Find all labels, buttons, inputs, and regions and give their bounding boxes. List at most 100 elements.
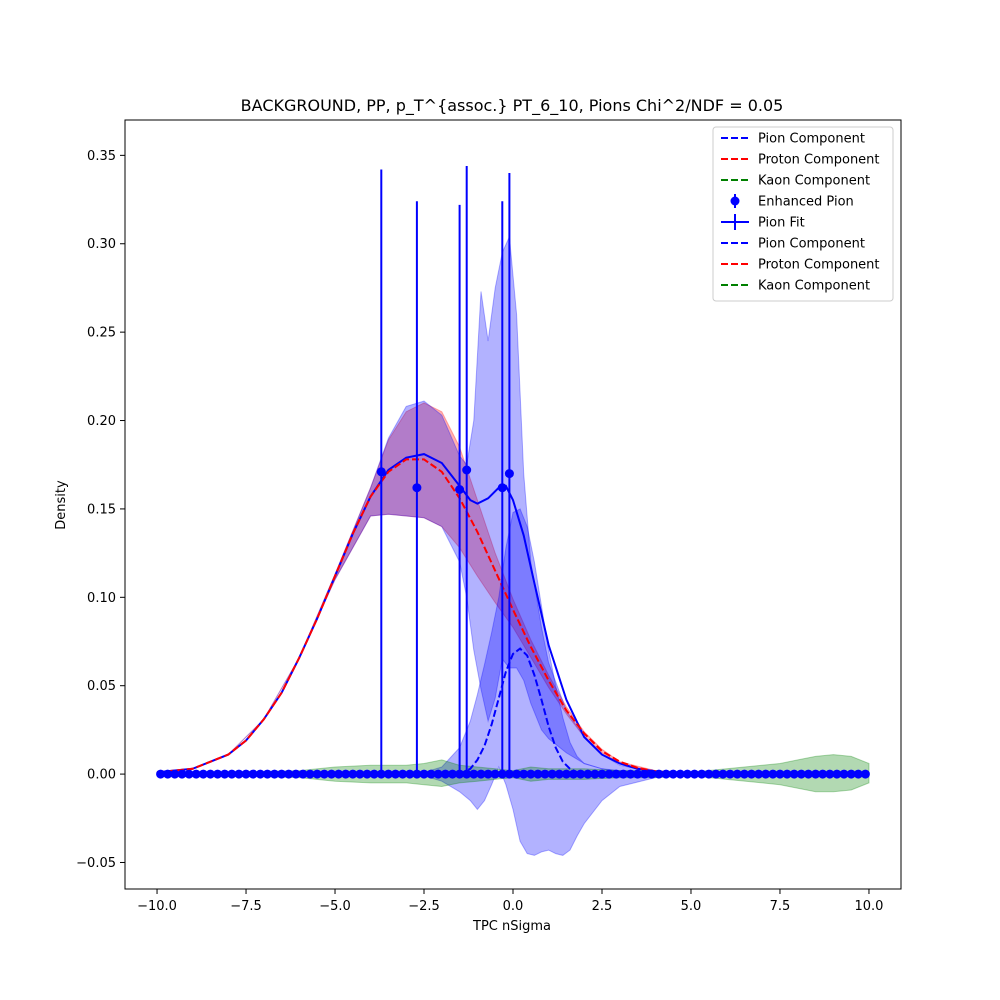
data-point <box>255 769 265 779</box>
legend-item: Pion Component <box>721 237 865 252</box>
data-point <box>647 769 657 779</box>
legend-label: Kaon Component <box>758 279 870 294</box>
data-point <box>654 769 664 779</box>
data-point <box>576 769 586 779</box>
y-tick-label: 0.05 <box>87 679 116 694</box>
legend-item: Proton Component <box>721 258 880 273</box>
data-point <box>697 769 707 779</box>
data-point <box>853 769 863 779</box>
data-point <box>504 469 514 479</box>
data-point <box>241 769 251 779</box>
data-point <box>561 769 571 779</box>
data-points <box>156 166 870 779</box>
data-point <box>213 769 223 779</box>
data-point <box>533 769 543 779</box>
data-point <box>355 769 365 779</box>
data-point <box>170 769 180 779</box>
data-point <box>334 769 344 779</box>
data-point <box>476 769 486 779</box>
data-point <box>362 769 372 779</box>
y-tick-label: 0.35 <box>87 149 116 164</box>
data-point <box>298 769 308 779</box>
data-point <box>704 769 714 779</box>
x-tick-label: 0.0 <box>503 899 524 914</box>
data-point <box>490 769 500 779</box>
data-point <box>291 769 301 779</box>
data-point <box>668 769 678 779</box>
data-point <box>205 769 215 779</box>
data-point <box>519 769 529 779</box>
data-point <box>775 769 785 779</box>
data-point <box>383 769 393 779</box>
data-point <box>405 769 415 779</box>
x-tick-label: −5.0 <box>319 899 351 914</box>
y-tick-label: 0.15 <box>87 502 116 517</box>
data-point <box>469 769 479 779</box>
y-axis-ticks: −0.05 0.00 0.05 0.10 0.15 0.20 0.25 0.30 0.35 <box>76 149 125 871</box>
x-axis-ticks: −10.0 −7.5 −5.0 −2.5 0.0 2.5 5.0 7.5 10.0 <box>137 889 883 914</box>
x-tick-label: 10.0 <box>854 899 883 914</box>
data-point <box>682 769 692 779</box>
legend-swatch <box>730 196 740 206</box>
data-point <box>597 769 607 779</box>
data-point <box>711 769 721 779</box>
data-point <box>341 769 351 779</box>
legend-label: Pion Fit <box>758 216 805 231</box>
legend-label: Proton Component <box>758 153 880 168</box>
data-point <box>754 769 764 779</box>
data-point <box>391 769 400 779</box>
data-point <box>690 769 699 779</box>
data-point <box>312 769 322 779</box>
data-point <box>512 769 522 779</box>
data-point <box>220 769 230 779</box>
data-point <box>583 769 593 779</box>
data-point <box>448 769 457 779</box>
data-point <box>177 769 187 779</box>
data-point <box>725 769 735 779</box>
data-point <box>284 769 294 779</box>
data-point <box>462 465 472 475</box>
legend-label: Proton Component <box>758 258 880 273</box>
x-tick-label: −2.5 <box>408 899 440 914</box>
y-tick-label: 0.25 <box>87 326 116 341</box>
data-point <box>455 485 465 494</box>
data-point <box>348 769 358 779</box>
data-point <box>661 769 671 779</box>
data-point <box>277 769 287 779</box>
legend-item: Pion Component <box>721 132 865 147</box>
data-point <box>419 769 429 779</box>
legend-item: Kaon Component <box>721 174 870 189</box>
data-point <box>497 483 507 493</box>
data-point <box>633 769 643 779</box>
x-axis-label: TPC nSigma <box>472 919 551 934</box>
data-point <box>554 769 564 779</box>
x-tick-label: 2.5 <box>592 899 613 914</box>
data-point <box>604 769 614 779</box>
data-point <box>227 769 237 779</box>
y-tick-label: 0.00 <box>87 768 116 783</box>
data-point <box>412 483 422 493</box>
data-point <box>718 769 728 779</box>
data-point <box>839 769 849 779</box>
data-point <box>747 769 756 779</box>
y-tick-label: 0.30 <box>87 237 116 252</box>
data-point <box>803 769 813 779</box>
data-point <box>376 467 386 477</box>
legend: Pion Component Proton Component Kaon Compo… <box>712 126 894 302</box>
data-point <box>732 769 742 779</box>
data-point <box>832 769 842 779</box>
data-point <box>540 769 550 779</box>
legend-label: Pion Component <box>758 237 865 252</box>
x-tick-label: 7.5 <box>770 899 791 914</box>
data-point <box>433 769 443 779</box>
legend-item: Kaon Component <box>721 279 870 294</box>
data-point <box>846 769 856 779</box>
y-axis-label: Density <box>54 480 69 530</box>
legend-label: Kaon Component <box>758 174 870 189</box>
legend-label: Pion Component <box>758 132 865 147</box>
data-point <box>811 769 821 779</box>
data-point <box>782 769 792 779</box>
data-point <box>270 769 279 779</box>
data-point <box>369 769 379 779</box>
x-tick-label: −10.0 <box>137 899 177 914</box>
